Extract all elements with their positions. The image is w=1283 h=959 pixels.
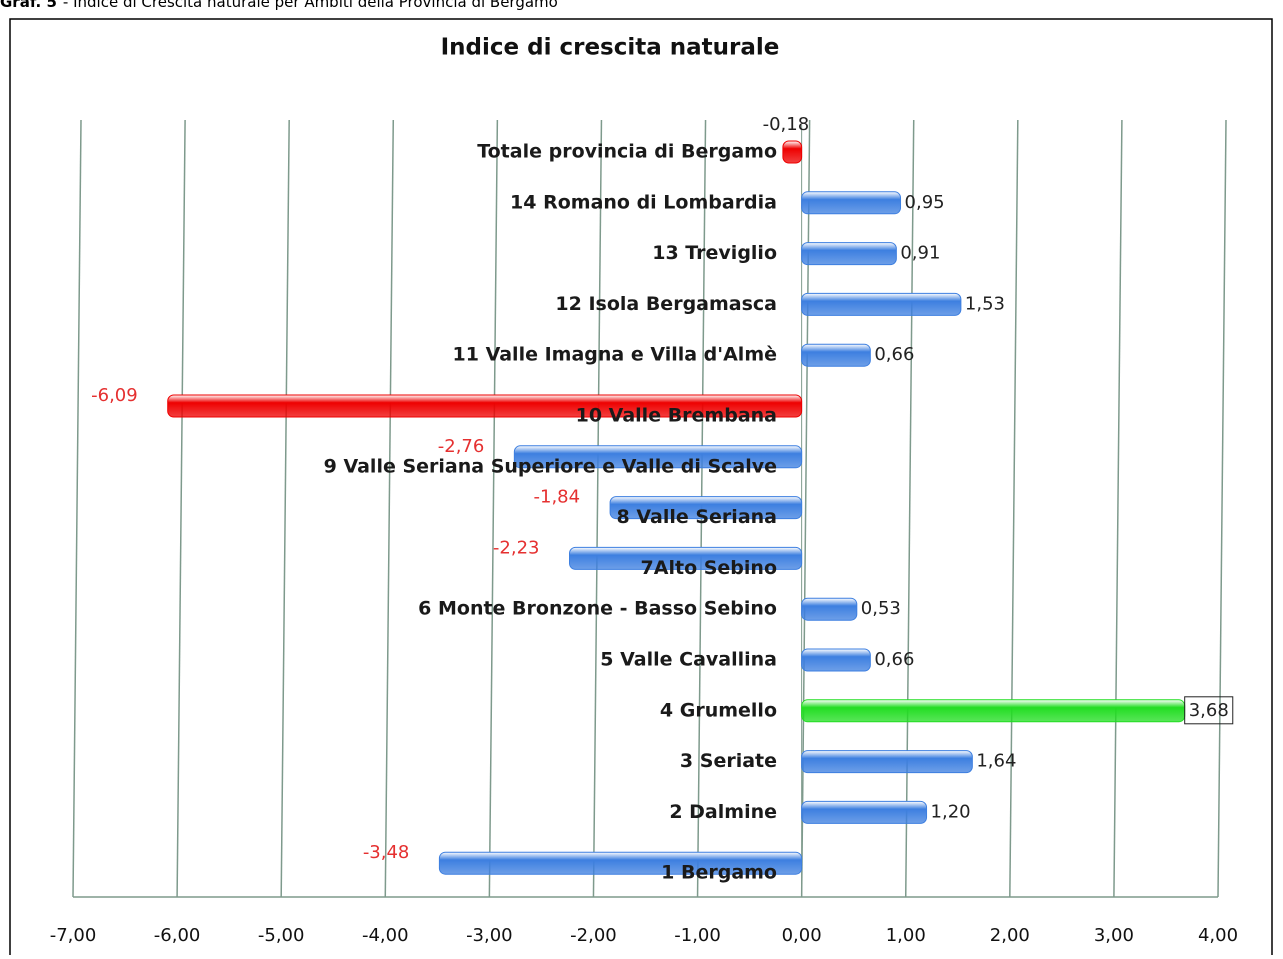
bar [801, 292, 962, 316]
grid-line [1113, 119, 1123, 898]
category-label: 9 Valle Seriana Superiore e Valle di Sca… [324, 455, 777, 477]
bar [801, 343, 871, 367]
value-label: 0,66 [874, 344, 914, 365]
value-label: 0,53 [861, 598, 901, 619]
value-label: -1,84 [534, 487, 581, 508]
value-label: 0,95 [905, 192, 945, 213]
bar [801, 648, 871, 672]
bar [609, 496, 803, 520]
x-tick-label: -7,00 [50, 925, 97, 946]
chart-frame [9, 18, 1273, 959]
value-label: 1,53 [965, 293, 1005, 314]
bar [782, 140, 803, 164]
chart-title: Indice di crescita naturale [441, 35, 780, 61]
grid-line [488, 119, 499, 898]
x-tick-label: 3,00 [1094, 925, 1134, 946]
grid-line [904, 119, 915, 898]
category-label: 10 Valle Brembana [576, 405, 777, 427]
value-label: 1,64 [976, 751, 1016, 772]
category-label: 2 Dalmine [669, 801, 777, 823]
category-label: 1 Bergamo [661, 862, 777, 884]
grid-line [1217, 119, 1227, 898]
grid-line [176, 119, 186, 898]
category-label: Totale provincia di Bergamo [477, 141, 777, 163]
grid-line [592, 119, 603, 898]
category-label: 12 Isola Bergamasca [555, 293, 777, 315]
value-label-box [1184, 696, 1234, 725]
category-label: 14 Romano di Lombardia [510, 191, 777, 213]
category-label: 6 Monte Bronzone - Basso Sebino [418, 598, 777, 620]
x-tick-label: 4,00 [1198, 925, 1238, 946]
grid-line [72, 119, 82, 898]
category-label: 11 Valle Imagna e Villa d'Almè [453, 344, 777, 366]
caption-text: - Indice di Crescita naturale per Ambiti… [63, 0, 558, 11]
value-label: 3,68 [1189, 700, 1229, 721]
bar [801, 191, 902, 215]
bar [801, 242, 897, 266]
x-tick-label: -5,00 [258, 925, 305, 946]
x-tick-label: -1,00 [674, 925, 721, 946]
caption: Graf. 5 - Indice di Crescita naturale per… [0, 0, 558, 11]
x-tick-label: 0,00 [782, 925, 822, 946]
category-label: 3 Seriate [680, 750, 777, 772]
grid-line [280, 119, 290, 898]
value-label: -0,18 [763, 114, 810, 135]
bar [801, 597, 858, 621]
category-label: 8 Valle Seriana [617, 506, 777, 528]
bar [569, 546, 803, 570]
value-label: -2,76 [438, 436, 485, 457]
value-label: 1,20 [931, 801, 971, 822]
value-label: 0,66 [874, 649, 914, 670]
value-label: -3,48 [363, 842, 410, 863]
bar [801, 699, 1186, 723]
value-label: 0,91 [900, 243, 940, 264]
x-tick-label: -4,00 [362, 925, 409, 946]
grid-line [384, 119, 395, 898]
value-label: -2,23 [493, 537, 540, 558]
bar [513, 445, 803, 469]
grid-line [1009, 119, 1019, 898]
x-tick-label: -6,00 [154, 925, 201, 946]
x-tick-label: 1,00 [886, 925, 926, 946]
category-label: 5 Valle Cavallina [600, 649, 777, 671]
bar [167, 394, 803, 418]
grid-line [800, 119, 811, 898]
category-label: 4 Grumello [660, 699, 777, 721]
caption-number: Graf. 5 [0, 0, 57, 11]
category-label: 7Alto Sebino [641, 557, 777, 579]
bar [801, 750, 973, 774]
x-tick-label: -2,00 [570, 925, 617, 946]
bar [801, 800, 928, 824]
x-tick-label: 2,00 [990, 925, 1030, 946]
x-tick-label: -3,00 [466, 925, 513, 946]
value-label: -6,09 [91, 385, 138, 406]
category-label: 13 Treviglio [652, 242, 777, 264]
bar [438, 851, 803, 875]
